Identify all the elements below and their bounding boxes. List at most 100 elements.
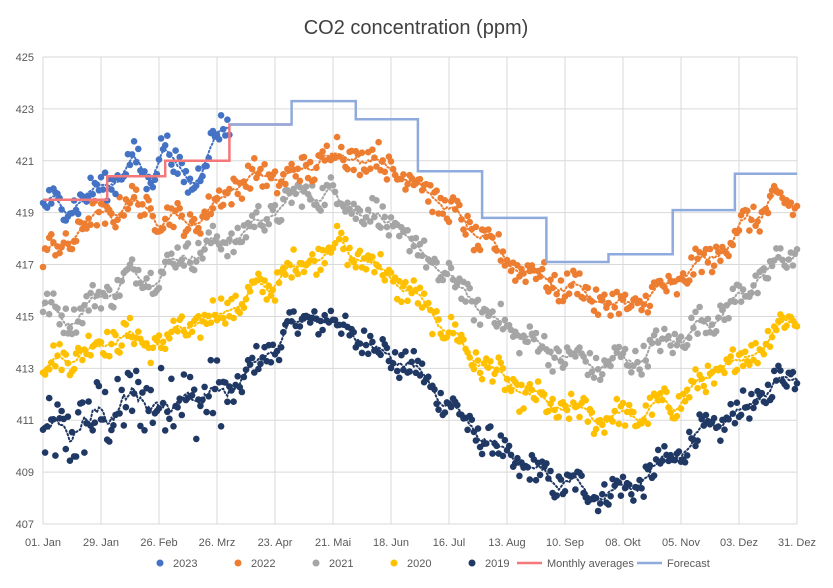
- data-point: [261, 161, 268, 168]
- data-point: [418, 187, 426, 194]
- data-point: [348, 210, 355, 217]
- data-point: [704, 259, 712, 266]
- data-point: [681, 398, 689, 405]
- data-point: [290, 246, 297, 253]
- data-point: [87, 289, 94, 297]
- data-point: [317, 153, 324, 160]
- data-point: [145, 407, 152, 415]
- data-point: [553, 492, 560, 499]
- data-point: [362, 266, 370, 273]
- data-point: [95, 208, 103, 216]
- data-point: [292, 173, 300, 180]
- data-point: [108, 186, 115, 193]
- data-point: [41, 449, 49, 456]
- data-point: [410, 347, 418, 355]
- data-point: [733, 366, 741, 374]
- data-point: [694, 330, 701, 338]
- series-2019: [39, 307, 801, 515]
- data-point: [151, 176, 159, 184]
- data-point: [143, 185, 150, 193]
- data-point: [358, 349, 366, 357]
- data-point: [178, 212, 186, 219]
- data-point: [145, 283, 152, 291]
- data-point: [52, 363, 59, 370]
- data-point: [377, 224, 384, 231]
- data-point: [611, 304, 618, 311]
- data-point: [393, 367, 401, 375]
- data-point: [110, 176, 117, 183]
- data-point: [625, 401, 633, 409]
- data-point: [240, 178, 248, 185]
- data-point: [779, 256, 786, 264]
- data-point: [683, 341, 691, 349]
- data-point: [135, 266, 142, 274]
- data-point: [503, 375, 511, 383]
- data-point: [238, 388, 246, 396]
- data-point: [669, 349, 676, 357]
- legend-marker: [390, 559, 398, 567]
- data-point: [750, 203, 757, 211]
- data-point: [447, 403, 455, 411]
- data-point: [512, 277, 519, 285]
- data-point: [54, 401, 61, 408]
- data-point: [404, 227, 411, 234]
- data-point: [294, 330, 302, 338]
- data-point: [729, 410, 737, 418]
- data-point: [147, 269, 154, 277]
- data-point: [777, 189, 784, 196]
- data-point: [636, 476, 643, 484]
- data-point: [601, 429, 608, 437]
- data-point: [485, 226, 492, 233]
- x-tick-label: 21. Mai: [315, 537, 351, 549]
- data-point: [232, 292, 239, 300]
- data-point: [708, 321, 716, 328]
- data-point: [93, 181, 101, 188]
- data-point: [149, 419, 157, 427]
- data-point: [381, 213, 389, 221]
- data-point: [615, 310, 623, 318]
- data-point: [576, 270, 583, 277]
- data-point: [690, 271, 697, 278]
- data-point: [594, 366, 602, 373]
- data-point: [628, 302, 635, 310]
- x-tick-label: 18. Jun: [373, 537, 409, 549]
- data-point: [615, 479, 623, 486]
- data-point: [141, 168, 148, 175]
- data-point: [739, 286, 747, 293]
- data-point: [190, 215, 198, 223]
- data-point: [230, 248, 237, 256]
- data-point: [381, 168, 389, 176]
- data-point: [97, 305, 105, 312]
- data-point: [410, 277, 418, 284]
- data-point: [267, 292, 275, 299]
- data-point: [474, 296, 482, 304]
- data-point: [315, 331, 322, 338]
- data-point: [462, 298, 469, 305]
- data-point: [420, 237, 428, 244]
- data-point: [443, 270, 451, 278]
- data-point: [584, 418, 592, 426]
- data-point: [41, 299, 49, 307]
- x-tick-label: 31. Dez: [778, 537, 816, 549]
- data-point: [155, 156, 163, 163]
- data-point: [367, 332, 374, 340]
- data-point: [636, 366, 643, 373]
- data-point: [750, 282, 757, 289]
- data-point: [269, 341, 277, 349]
- data-point: [739, 387, 747, 394]
- data-point: [58, 407, 65, 415]
- data-point: [381, 277, 389, 284]
- data-point: [168, 161, 175, 168]
- data-point: [97, 173, 105, 181]
- data-point: [551, 354, 558, 362]
- data-point: [282, 271, 289, 279]
- data-point: [364, 350, 372, 358]
- y-tick-label: 407: [16, 519, 34, 531]
- data-point: [723, 302, 730, 309]
- data-point: [371, 154, 378, 161]
- data-point: [161, 427, 169, 434]
- data-point: [437, 389, 445, 397]
- data-point: [116, 292, 123, 300]
- data-point: [215, 136, 223, 143]
- data-point: [338, 229, 345, 237]
